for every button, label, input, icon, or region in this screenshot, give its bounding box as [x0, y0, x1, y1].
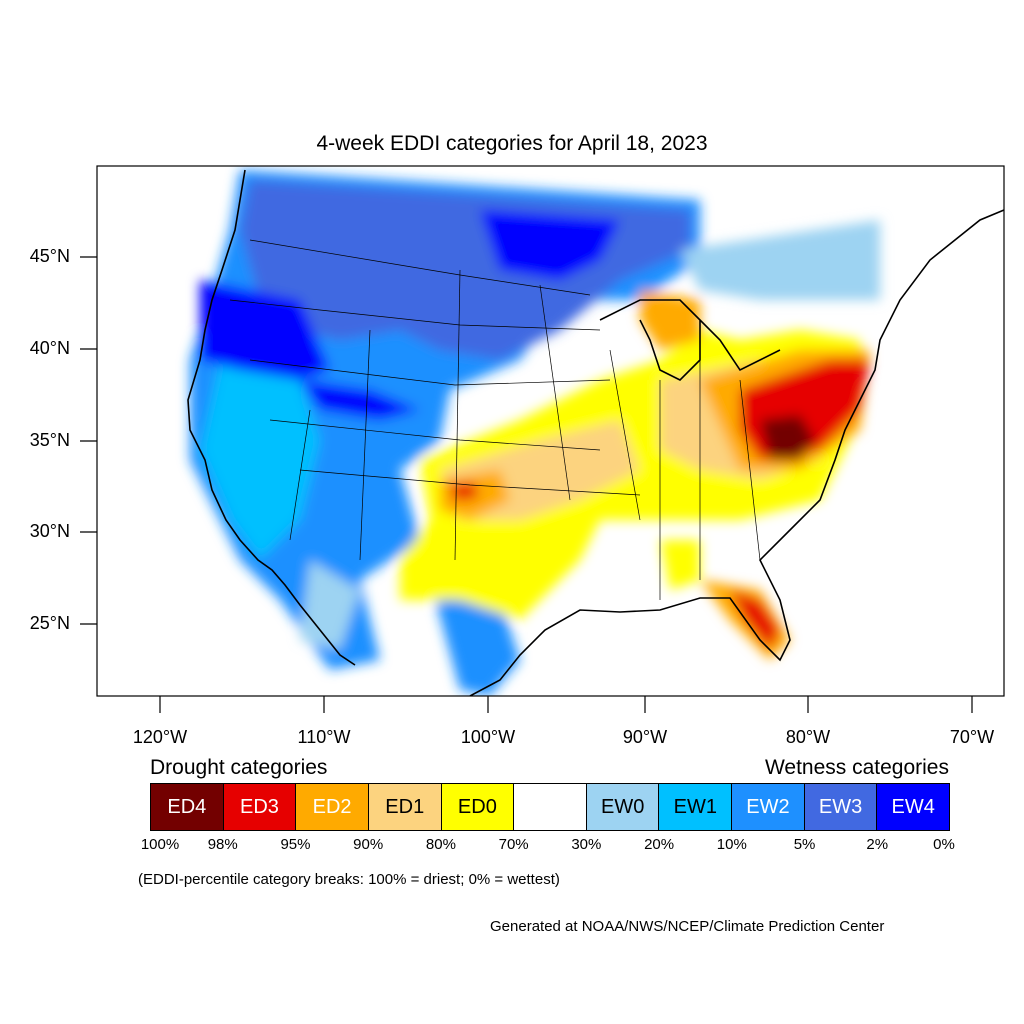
percentile-label: 90% — [353, 836, 384, 853]
legend-swatch-ew3: EW3 — [804, 784, 878, 830]
coastlines — [187, 169, 1004, 696]
region-ew0-sw — [300, 560, 360, 650]
lon-label-120: 120°W — [132, 727, 188, 747]
region-ed3-florida — [730, 590, 780, 650]
legend-swatch-ew4: EW4 — [877, 784, 950, 830]
legend-swatch-ed3: ED3 — [223, 784, 297, 830]
state-boundaries — [229, 239, 761, 600]
lat-label-30: 30°N — [29, 521, 70, 541]
percentile-label: 2% — [866, 836, 889, 853]
percentile-label: 20% — [644, 836, 675, 853]
category-note: (EDDI-percentile category breaks: 100% =… — [138, 871, 560, 888]
drought-categories-title: Drought categories — [150, 756, 328, 779]
map-frame — [96, 165, 1005, 697]
percentile-label: 98% — [207, 836, 238, 853]
legend-swatch-ed1: ED1 — [368, 784, 442, 830]
legend-swatch-ed2: ED2 — [296, 784, 369, 830]
percentile-label: 80% — [425, 836, 456, 853]
lon-label-110: 110°W — [297, 727, 351, 747]
map-title: 4-week EDDI categories for April 18, 202… — [316, 132, 708, 155]
pacific-coast — [187, 169, 356, 666]
region-ew1-west — [200, 360, 320, 560]
region-ew4-dakotas — [480, 210, 620, 280]
region-ew0-ne — [680, 220, 880, 300]
region-ew4-idaho — [300, 380, 420, 420]
region-ed0-southeast — [660, 540, 700, 590]
lat-ticks — [80, 256, 97, 625]
lon-label-100: 100°W — [460, 727, 516, 747]
percentile-label: 10% — [716, 836, 747, 853]
lon-label-70: 70°W — [949, 727, 995, 747]
region-ed3-panhandle — [450, 483, 478, 500]
credit-text: Generated at NOAA/NWS/NCEP/Climate Predi… — [490, 918, 885, 935]
gulf-coast — [469, 209, 1004, 696]
legend-swatch-ed0: ED0 — [441, 784, 515, 830]
percentile-label: 5% — [793, 836, 816, 853]
region-ew4-nw — [200, 280, 330, 380]
percentile-label: 95% — [280, 836, 311, 853]
wetness-categories-title: Wetness categories — [764, 756, 949, 779]
lat-label-40: 40°N — [29, 338, 70, 358]
percentile-label: 30% — [571, 836, 602, 853]
percentile-label: 70% — [498, 836, 529, 853]
lat-label-35: 35°N — [29, 430, 70, 450]
legend-swatch-normal — [514, 784, 587, 830]
lat-label-45: 45°N — [29, 246, 70, 266]
percentile-label: 0% — [933, 836, 955, 853]
legend-swatch-ed4: ED4 — [151, 784, 224, 830]
legend-swatch-ew1: EW1 — [659, 784, 733, 830]
lat-label-25: 25°N — [29, 613, 70, 633]
legend-swatch-ew0: EW0 — [586, 784, 660, 830]
lon-label-80: 80°W — [785, 727, 831, 747]
lon-label-90: 90°W — [622, 727, 668, 747]
lon-ticks — [159, 696, 973, 713]
legend-swatch-ew2: EW2 — [732, 784, 805, 830]
category-colorbar: ED4 ED3 ED2 ED1 ED0 EW0 EW1 EW2 EW3 EW4 — [150, 783, 950, 831]
region-ed4-virginia — [760, 415, 815, 460]
percentile-label: 100% — [140, 836, 180, 853]
